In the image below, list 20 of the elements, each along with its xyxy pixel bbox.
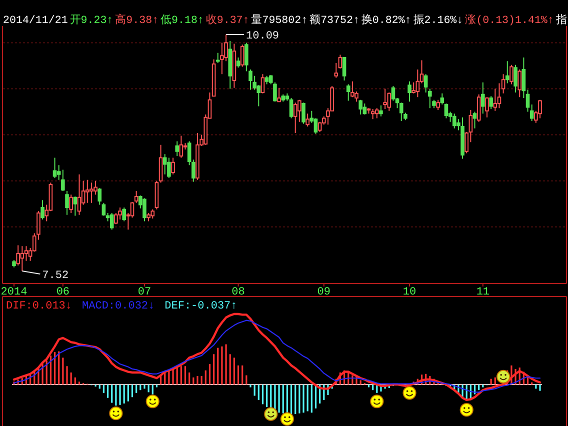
x-tick-label: 06: [56, 286, 70, 298]
x-tick-label: 2014: [0, 286, 28, 298]
header: 振2.16%↓: [413, 15, 464, 27]
header: 高9.38↑: [115, 15, 159, 27]
header: 2014/11/21: [3, 15, 68, 27]
x-tick-label: 09: [317, 286, 330, 298]
value-label: 7.52: [42, 270, 69, 282]
x-tick-label: 08: [232, 286, 245, 298]
value-label: 10.09: [246, 30, 280, 42]
header: 开9.23↑: [70, 15, 114, 27]
header: 量795802↑: [251, 15, 308, 27]
header: 涨(0.13)1.41%↑: [465, 15, 554, 27]
x-tick-label: 10: [402, 286, 416, 298]
header: 低9.18↑: [160, 15, 204, 27]
header: 指: [556, 15, 567, 27]
header: 额73752↑: [310, 15, 360, 27]
header: 收9.37↑: [206, 15, 250, 27]
x-tick-label: 11: [476, 286, 490, 298]
header: 换0.82%↑: [361, 15, 412, 27]
x-tick-label: 07: [138, 286, 152, 298]
